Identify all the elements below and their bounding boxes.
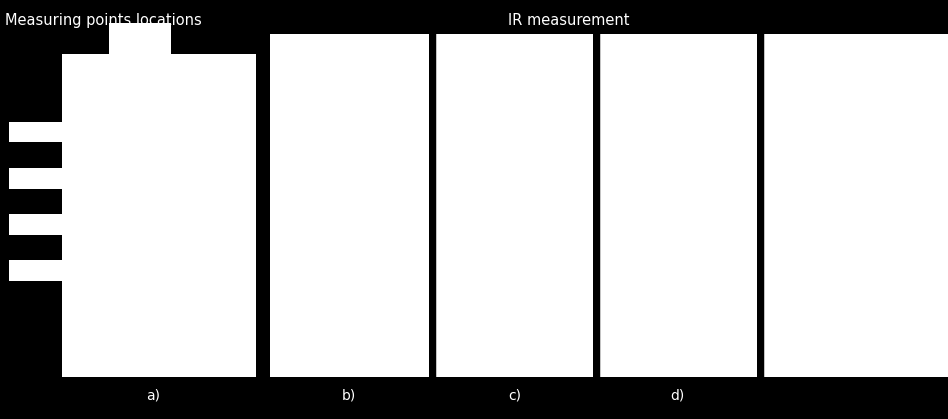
Bar: [762, 34, 948, 377]
Text: c): c): [508, 388, 521, 402]
Bar: [62, 54, 256, 377]
Text: IR measurement: IR measurement: [508, 13, 629, 28]
Text: Measuring points locations: Measuring points locations: [5, 13, 202, 28]
Bar: [434, 34, 593, 377]
Bar: [270, 34, 429, 377]
Bar: [9, 260, 62, 281]
Bar: [598, 34, 757, 377]
Bar: [9, 168, 62, 189]
Text: a): a): [147, 388, 160, 402]
Bar: [9, 214, 62, 235]
Text: d): d): [670, 388, 685, 402]
Bar: [109, 23, 171, 54]
Bar: [9, 122, 62, 142]
Text: b): b): [341, 388, 356, 402]
